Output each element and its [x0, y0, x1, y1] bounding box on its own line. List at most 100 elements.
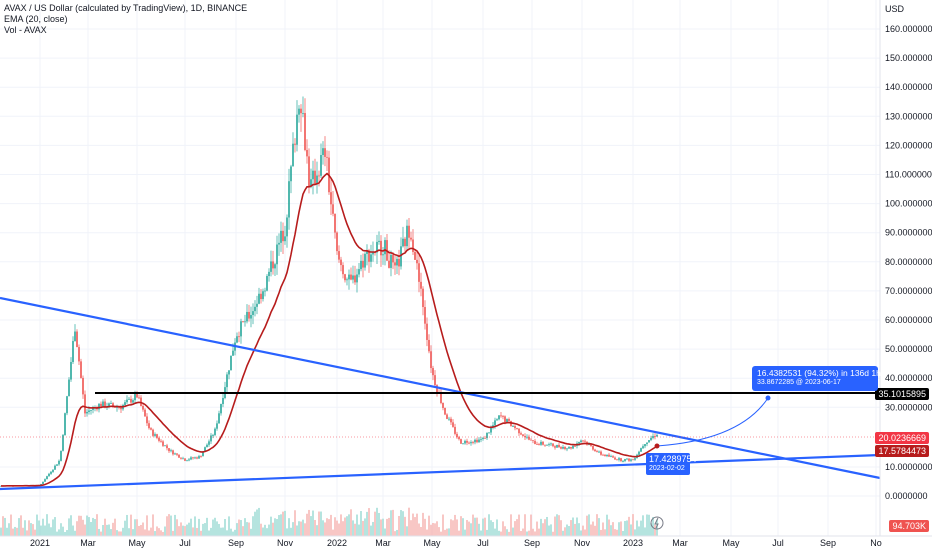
- volume-bar: [38, 520, 40, 536]
- volume-bar: [198, 518, 200, 536]
- volume-bar: [78, 515, 80, 536]
- volume-bar: [470, 523, 472, 536]
- symbol-title[interactable]: AVAX / US Dollar (calculated by TradingV…: [4, 3, 248, 13]
- candle-body: [144, 409, 146, 417]
- volume-bar: [28, 520, 30, 536]
- ema-legend[interactable]: EMA (20, close): [4, 14, 68, 24]
- volume-bar: [280, 514, 282, 536]
- candle-body: [654, 436, 656, 437]
- candle-body: [44, 479, 46, 482]
- candle-body: [356, 274, 358, 283]
- volume-bar: [444, 529, 446, 536]
- volume-bar: [286, 528, 288, 536]
- candle-body: [564, 446, 566, 449]
- candle-body: [414, 251, 416, 260]
- candle-body: [92, 407, 94, 411]
- candle-body: [512, 426, 514, 427]
- volume-bar: [334, 517, 336, 536]
- volume-bar: [616, 529, 618, 536]
- volume-bar: [358, 524, 360, 536]
- time-axis[interactable]: 2021 Mar May Jul Sep Nov 2022 Mar May Jul Sep Nov 20…: [30, 538, 882, 548]
- volume-bar: [230, 528, 232, 536]
- volume-bar: [250, 528, 252, 536]
- projection-start-point[interactable]: [654, 443, 660, 449]
- volume-bar: [214, 517, 216, 536]
- candle-body: [294, 143, 296, 145]
- price-tick-label: 140.0000000: [885, 82, 932, 92]
- volume-bar: [376, 507, 378, 536]
- candle-body: [146, 416, 148, 424]
- candle-body: [436, 385, 438, 393]
- candle-body: [252, 311, 254, 315]
- candle-body: [98, 403, 100, 410]
- candle-body: [90, 410, 92, 411]
- volume-bar: [526, 531, 528, 536]
- candle-body: [562, 446, 564, 449]
- candle-body: [274, 264, 276, 269]
- lightning-icon[interactable]: [650, 516, 664, 530]
- candle-body: [278, 242, 280, 245]
- candle-body: [602, 454, 604, 456]
- candle-body: [240, 321, 242, 337]
- volume-bar: [326, 518, 328, 536]
- volume-bar: [372, 521, 374, 536]
- volume-bar: [434, 523, 436, 536]
- price-tick-label: 80.0000000: [885, 257, 932, 267]
- volume-bar: [24, 520, 26, 536]
- candle-body: [138, 397, 140, 399]
- candle-body: [582, 440, 584, 442]
- candle-body: [434, 375, 436, 386]
- volume-legend[interactable]: Vol - AVAX: [4, 25, 47, 35]
- candle-body: [456, 433, 458, 438]
- candle-body: [520, 433, 522, 435]
- volume-bar: [490, 520, 492, 536]
- candle-body: [584, 440, 586, 442]
- volume-bar: [242, 526, 244, 536]
- candle-body: [262, 291, 264, 300]
- volume-bar: [238, 519, 240, 536]
- volume-bar: [76, 521, 78, 536]
- projection-end-point[interactable]: [765, 395, 771, 401]
- volume-bar: [156, 526, 158, 536]
- candle-body: [508, 419, 510, 421]
- price-axis[interactable]: USD 160.0000000 150.0000000 140.0000000 130.…: [885, 4, 932, 501]
- candle-body: [296, 114, 298, 145]
- candle-body: [130, 398, 132, 403]
- time-tick-label: Mar: [80, 538, 96, 548]
- candle-body: [354, 275, 356, 283]
- volume-bar: [650, 523, 652, 536]
- candle-body: [218, 413, 220, 424]
- volume-bar: [442, 514, 444, 536]
- volume-bar: [582, 525, 584, 536]
- candle-body: [238, 336, 240, 338]
- lower-trendline[interactable]: [0, 453, 881, 491]
- candle-body: [46, 476, 48, 480]
- volume-bar: [578, 523, 580, 536]
- volume-bar: [340, 514, 342, 536]
- candle-body: [134, 393, 136, 401]
- candle-body: [362, 260, 364, 268]
- candle-body: [304, 113, 306, 151]
- candle-body: [518, 428, 520, 434]
- candle-body: [598, 451, 600, 453]
- candle-body: [578, 442, 580, 444]
- volume-bar: [272, 522, 274, 536]
- projection-curve[interactable]: [656, 397, 769, 447]
- volume-bar: [352, 520, 354, 536]
- candle-body: [592, 446, 594, 450]
- upper-trendline[interactable]: [0, 296, 881, 480]
- volume-bar: [138, 525, 140, 536]
- volume-bar: [386, 518, 388, 536]
- volume-bar: [292, 522, 294, 536]
- volume-bar: [92, 517, 94, 536]
- volume-bar: [102, 524, 104, 536]
- volume-bars: [0, 507, 658, 536]
- candle-body: [464, 440, 466, 444]
- volume-bar: [550, 524, 552, 536]
- candle-body: [80, 361, 82, 378]
- candle-body: [176, 453, 178, 455]
- candle-body: [162, 441, 164, 446]
- candle-body: [156, 434, 158, 438]
- candle-body: [420, 281, 422, 289]
